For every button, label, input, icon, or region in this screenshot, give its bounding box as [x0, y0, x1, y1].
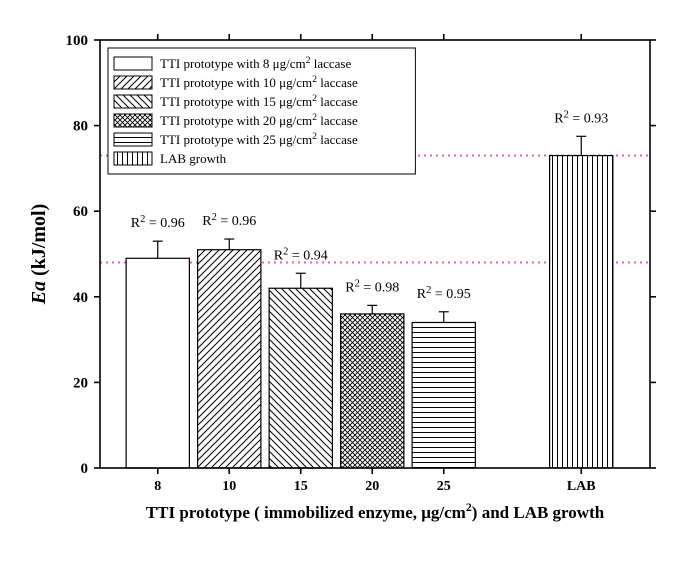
legend-label: TTI prototype with 8 μg/cm2 laccase: [160, 55, 351, 72]
bar-20: [341, 314, 404, 468]
x-axis-label: TTI prototype ( immobilized enzyme, μg/c…: [146, 500, 605, 522]
y-tick-label: 60: [73, 204, 88, 220]
bar-10: [198, 250, 261, 468]
bar-lab: [550, 156, 613, 468]
y-tick-label: 100: [66, 33, 89, 49]
legend-swatch: [114, 114, 152, 127]
legend-swatch: [114, 133, 152, 146]
x-tick-label: LAB: [567, 479, 596, 494]
x-tick-label: 20: [365, 479, 379, 494]
legend-label: TTI prototype with 20 μg/cm2 laccase: [160, 112, 358, 129]
x-tick-label: 15: [294, 479, 308, 494]
r2-label: R2 = 0.93: [554, 109, 608, 127]
r2-label: R2 = 0.98: [345, 278, 399, 296]
legend-label: LAB growth: [160, 151, 227, 166]
legend-label: TTI prototype with 25 μg/cm2 laccase: [160, 131, 358, 148]
bar-15: [269, 288, 332, 468]
bar-8: [126, 258, 189, 468]
legend-swatch: [114, 76, 152, 89]
y-axis-label: Ea (kJ/mol): [28, 204, 50, 306]
legend-swatch: [114, 152, 152, 165]
r2-label: R2 = 0.96: [131, 214, 185, 232]
y-tick-label: 40: [73, 290, 88, 306]
legend-swatch: [114, 95, 152, 108]
legend-label: TTI prototype with 10 μg/cm2 laccase: [160, 74, 358, 91]
r2-label: R2 = 0.96: [202, 212, 256, 230]
legend-swatch: [114, 57, 152, 70]
r2-label: R2 = 0.94: [274, 246, 328, 264]
r2-label: R2 = 0.95: [417, 284, 471, 302]
y-tick-label: 80: [73, 119, 88, 135]
legend: TTI prototype with 8 μg/cm2 laccase TTI p…: [108, 48, 415, 174]
y-tick-label: 0: [81, 461, 89, 477]
x-tick-label: 10: [222, 479, 236, 494]
ea-bar-chart: R2 = 0.96 R2 = 0.96 R2 = 0.94 R2 = 0.98 R2 =…: [0, 0, 684, 563]
x-tick-label: 8: [154, 479, 161, 494]
y-tick-label: 20: [73, 375, 88, 391]
x-tick-label: 25: [437, 479, 451, 494]
legend-label: TTI prototype with 15 μg/cm2 laccase: [160, 93, 358, 110]
bar-25: [412, 322, 475, 468]
